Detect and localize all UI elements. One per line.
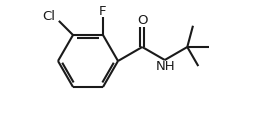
Text: O: O [137,14,147,28]
Text: Cl: Cl [42,10,55,23]
Text: NH: NH [156,59,176,72]
Text: F: F [99,5,107,18]
